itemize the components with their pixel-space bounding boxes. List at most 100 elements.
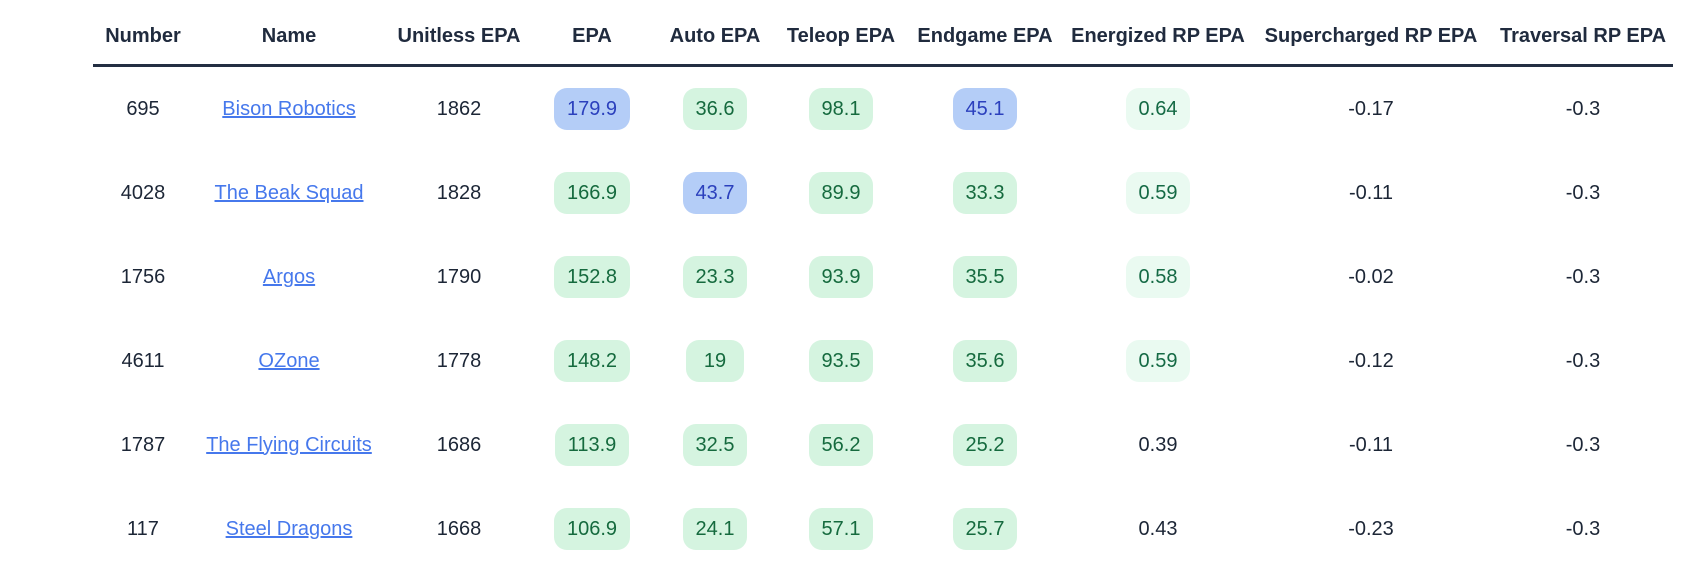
- epa-cell: 148.2: [533, 319, 651, 403]
- traversal-rp-epa-cell: -0.3: [1493, 319, 1673, 403]
- table-row: 1756 Argos 1790 152.8 23.3 93.9 35.5 0.58 -0.02 -…: [93, 235, 1673, 319]
- metric-value-pill: 32.5: [682, 424, 748, 466]
- team-name-cell: Argos: [193, 235, 385, 319]
- auto-epa-cell: 32.5: [651, 403, 779, 487]
- metric-value-pill: 152.8: [553, 256, 631, 298]
- metric-value: -0.3: [1565, 98, 1601, 120]
- unitless-epa-cell: 1790: [436, 265, 482, 288]
- traversal-rp-epa-cell: -0.3: [1493, 66, 1673, 152]
- endgame-epa-cell: 45.1: [903, 66, 1067, 152]
- auto-epa-cell: 23.3: [651, 235, 779, 319]
- metric-value: -0.3: [1565, 266, 1601, 288]
- column-header-auto-epa: Auto EPA: [651, 0, 779, 67]
- endgame-epa-cell: 35.5: [903, 235, 1067, 319]
- epa-cell: 113.9: [533, 403, 651, 487]
- auto-epa-cell: 19: [651, 319, 779, 403]
- column-header-number: Number: [93, 0, 193, 67]
- metric-value: -0.3: [1565, 350, 1601, 372]
- epa-stats-table-container: Number Name Unitless EPA EPA Auto EPA Te…: [93, 0, 1673, 563]
- team-link[interactable]: Steel Dragons: [225, 517, 353, 540]
- metric-value: -0.11: [1348, 434, 1394, 456]
- metric-value-pill: 56.2: [808, 424, 874, 466]
- energized-rp-epa-cell: 0.64: [1067, 66, 1249, 152]
- team-link[interactable]: The Beak Squad: [214, 181, 364, 204]
- energized-rp-epa-cell: 0.43: [1067, 487, 1249, 563]
- column-header-epa: EPA: [533, 0, 651, 67]
- team-link[interactable]: Argos: [262, 265, 316, 288]
- team-name-cell: Bison Robotics: [193, 66, 385, 152]
- metric-value: -0.3: [1565, 518, 1601, 540]
- table-body: 695 Bison Robotics 1862 179.9 36.6 98.1 45.1 0.…: [93, 66, 1673, 563]
- metric-value: -0.02: [1348, 266, 1394, 288]
- metric-value-pill: 0.58: [1125, 256, 1191, 298]
- team-name-cell: Steel Dragons: [193, 487, 385, 563]
- metric-value-pill: 35.6: [952, 340, 1018, 382]
- metric-value-pill: 57.1: [808, 508, 874, 550]
- teleop-epa-cell: 93.5: [779, 319, 903, 403]
- supercharged-rp-epa-cell: -0.02: [1249, 235, 1493, 319]
- unitless-epa-cell: 1778: [436, 349, 482, 372]
- teleop-epa-cell: 98.1: [779, 66, 903, 152]
- metric-value-pill: 98.1: [808, 88, 874, 130]
- supercharged-rp-epa-cell: -0.11: [1249, 151, 1493, 235]
- table-row: 117 Steel Dragons 1668 106.9 24.1 57.1 25.7 0.4…: [93, 487, 1673, 563]
- team-name-cell: The Flying Circuits: [193, 403, 385, 487]
- metric-value-pill: 23.3: [682, 256, 748, 298]
- team-name-cell: OZone: [193, 319, 385, 403]
- metric-value-pill: 45.1: [952, 88, 1018, 130]
- energized-rp-epa-cell: 0.58: [1067, 235, 1249, 319]
- column-header-supercharged-rp-epa: Supercharged RP EPA: [1249, 0, 1493, 67]
- unitless-epa-cell: 1828: [436, 181, 482, 204]
- metric-value-pill: 24.1: [682, 508, 748, 550]
- auto-epa-cell: 24.1: [651, 487, 779, 563]
- metric-value-pill: 43.7: [682, 172, 748, 214]
- metric-value-pill: 33.3: [952, 172, 1018, 214]
- epa-cell: 179.9: [533, 66, 651, 152]
- epa-cell: 152.8: [533, 235, 651, 319]
- energized-rp-epa-cell: 0.39: [1067, 403, 1249, 487]
- table-row: 695 Bison Robotics 1862 179.9 36.6 98.1 45.1 0.…: [93, 66, 1673, 152]
- column-header-name: Name: [193, 0, 385, 67]
- metric-value-pill: 89.9: [808, 172, 874, 214]
- metric-value: -0.17: [1348, 98, 1394, 120]
- metric-value-pill: 0.59: [1125, 172, 1191, 214]
- metric-value-pill: 19: [686, 340, 744, 382]
- metric-value: 0.43: [1138, 518, 1178, 540]
- endgame-epa-cell: 25.2: [903, 403, 1067, 487]
- column-header-traversal-rp-epa: Traversal RP EPA: [1493, 0, 1673, 67]
- team-link[interactable]: OZone: [258, 349, 320, 372]
- team-link[interactable]: Bison Robotics: [222, 97, 356, 120]
- metric-value-pill: 36.6: [682, 88, 748, 130]
- team-number-cell: 117: [127, 517, 159, 540]
- teleop-epa-cell: 89.9: [779, 151, 903, 235]
- traversal-rp-epa-cell: -0.3: [1493, 151, 1673, 235]
- metric-value-pill: 0.59: [1125, 340, 1191, 382]
- column-header-teleop-epa: Teleop EPA: [779, 0, 903, 67]
- team-number-cell: 695: [126, 97, 160, 120]
- metric-value-pill: 35.5: [952, 256, 1018, 298]
- metric-value-pill: 148.2: [553, 340, 631, 382]
- table-row: 4611 OZone 1778 148.2 19 93.5 35.6 0.59 -0.12 -0.…: [93, 319, 1673, 403]
- table-row: 4028 The Beak Squad 1828 166.9 43.7 89.9 33.3 0…: [93, 151, 1673, 235]
- team-link[interactable]: The Flying Circuits: [206, 433, 372, 456]
- epa-cell: 166.9: [533, 151, 651, 235]
- metric-value: -0.3: [1565, 434, 1601, 456]
- supercharged-rp-epa-cell: -0.23: [1249, 487, 1493, 563]
- traversal-rp-epa-cell: -0.3: [1493, 403, 1673, 487]
- traversal-rp-epa-cell: -0.3: [1493, 235, 1673, 319]
- metric-value: -0.11: [1348, 182, 1394, 204]
- metric-value-pill: 25.2: [952, 424, 1018, 466]
- metric-value: -0.12: [1348, 350, 1394, 372]
- table-header: Number Name Unitless EPA EPA Auto EPA Te…: [93, 0, 1673, 67]
- metric-value: -0.3: [1565, 182, 1601, 204]
- auto-epa-cell: 36.6: [651, 66, 779, 152]
- header-row: Number Name Unitless EPA EPA Auto EPA Te…: [93, 0, 1673, 67]
- metric-value-pill: 113.9: [554, 424, 630, 466]
- metric-value-pill: 93.9: [808, 256, 874, 298]
- teleop-epa-cell: 56.2: [779, 403, 903, 487]
- supercharged-rp-epa-cell: -0.17: [1249, 66, 1493, 152]
- team-number-cell: 1756: [120, 265, 166, 288]
- unitless-epa-cell: 1668: [436, 517, 482, 540]
- epa-stats-table: Number Name Unitless EPA EPA Auto EPA Te…: [93, 0, 1673, 563]
- traversal-rp-epa-cell: -0.3: [1493, 487, 1673, 563]
